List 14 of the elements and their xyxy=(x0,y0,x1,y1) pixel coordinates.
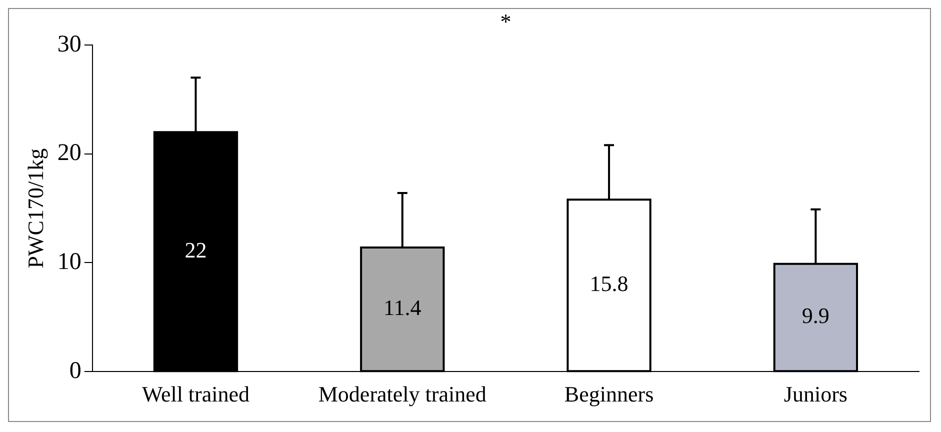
data-label: 11.4 xyxy=(384,295,422,320)
y-axis-title: PWC170/1kg xyxy=(22,148,48,268)
x-tick-label: Moderately trained xyxy=(318,382,486,407)
text: * xyxy=(500,8,512,34)
data-label: 15.8 xyxy=(590,271,628,296)
y-tick-label: 20 xyxy=(57,140,82,166)
y-tick-label: 0 xyxy=(69,358,82,384)
x-tick-label: Beginners xyxy=(564,382,654,407)
data-label: 22 xyxy=(184,237,207,262)
x-tick-label: Juniors xyxy=(784,382,848,407)
x-tick-label: Well trained xyxy=(142,382,250,407)
y-tick-label: 30 xyxy=(57,31,82,58)
data-label: 9.9 xyxy=(802,303,830,328)
y-tick-label: 10 xyxy=(57,249,82,276)
